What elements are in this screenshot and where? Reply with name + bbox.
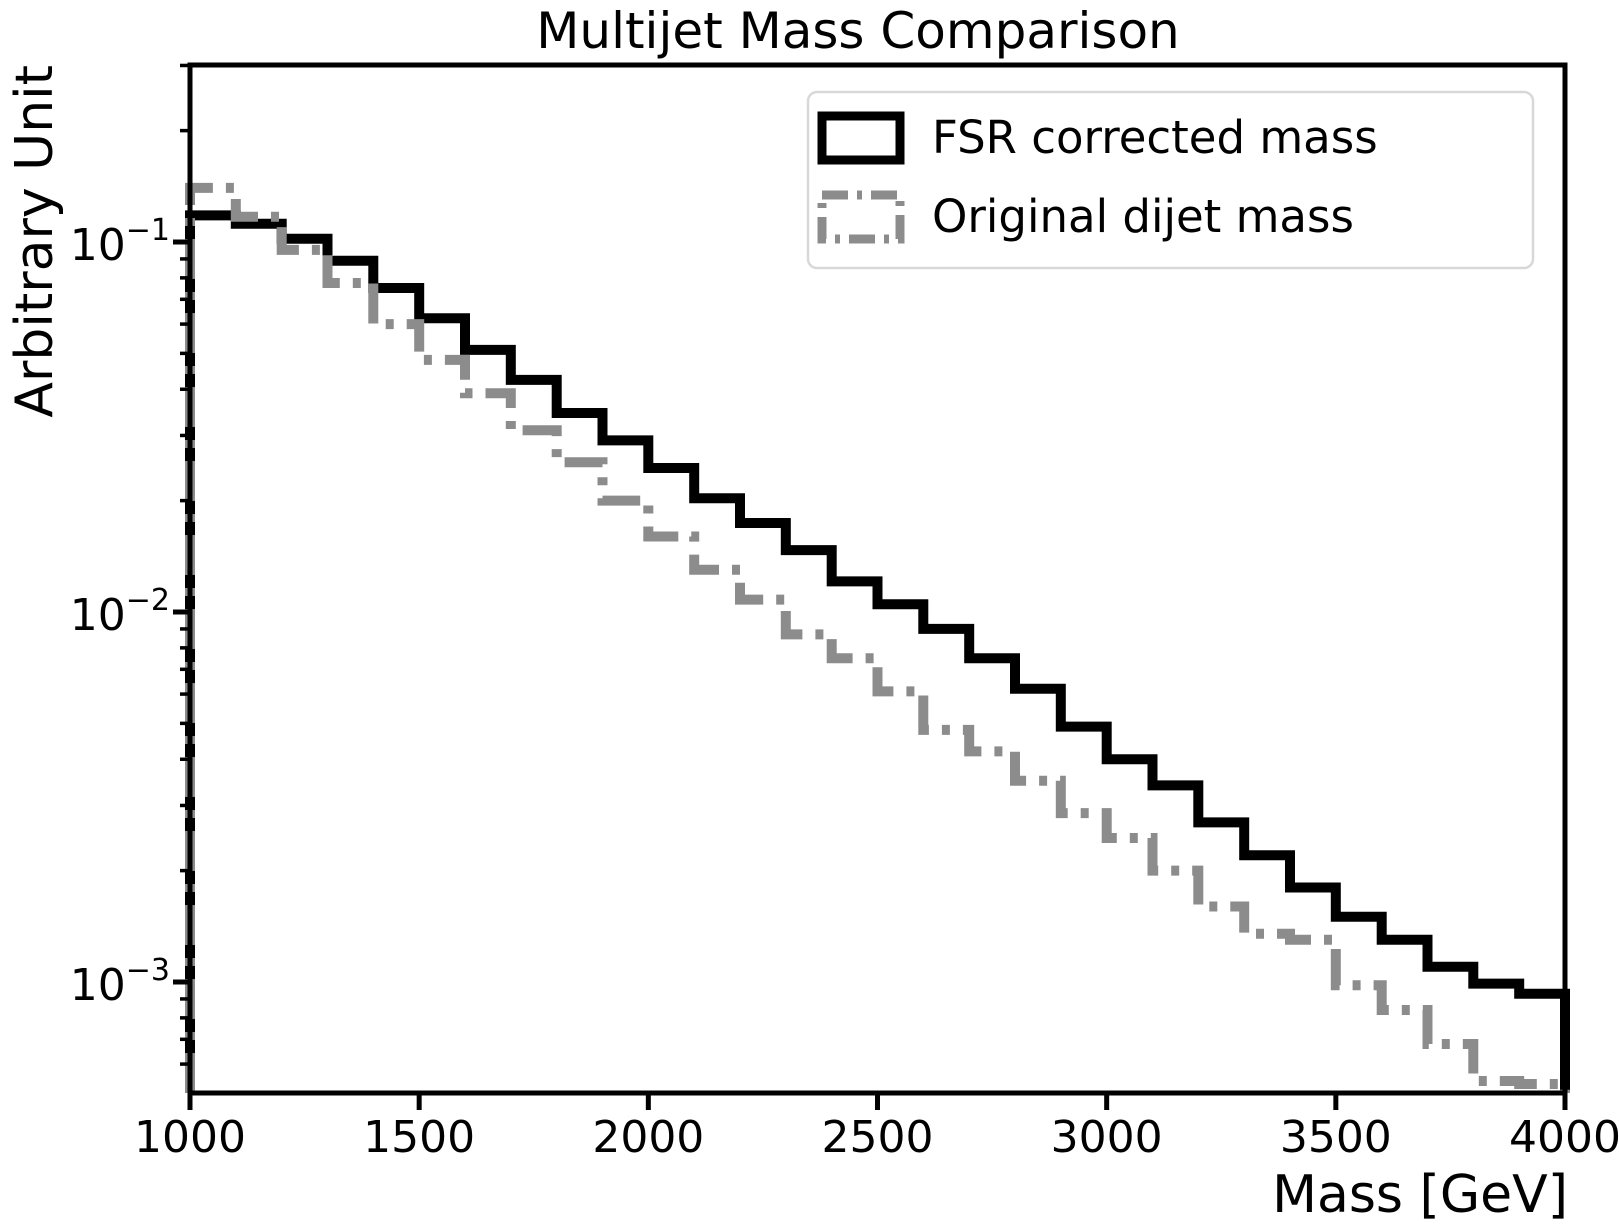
x-tick-label: 4000 bbox=[1509, 1112, 1619, 1163]
dijet-legend-swatch-icon bbox=[817, 190, 905, 244]
y-tick-label: 10−1 bbox=[70, 213, 170, 271]
original-dijet-mass-line bbox=[185, 182, 1570, 1093]
axis-tick-labels: 1000 1500 2000 2500 3000 3500 4000 10−1 10−2 10−3 bbox=[70, 213, 1619, 1163]
legend-item-dijet: Original dijet mass bbox=[817, 190, 1354, 244]
y-axis-label: Arbitrary Unit bbox=[5, 65, 65, 418]
x-tick-label: 3500 bbox=[1280, 1112, 1392, 1163]
y-tick-label: 10−2 bbox=[70, 583, 170, 641]
legend-item-fsr: FSR corrected mass bbox=[817, 111, 1378, 165]
y-tick-label: 10−3 bbox=[70, 953, 170, 1011]
legend-box: FSR corrected mass Original dijet mass bbox=[806, 90, 1535, 270]
x-tick-label: 2000 bbox=[592, 1112, 704, 1163]
x-tick-label: 3000 bbox=[1051, 1112, 1163, 1163]
legend-frame bbox=[806, 90, 1535, 270]
dijet-legend-label: Original dijet mass bbox=[932, 190, 1354, 243]
chart-title: Multijet Mass Comparison bbox=[536, 2, 1180, 60]
fsr-legend-label: FSR corrected mass bbox=[932, 111, 1378, 164]
x-tick-label: 2500 bbox=[822, 1112, 934, 1163]
axis-ticks bbox=[173, 63, 1568, 1110]
fsr-legend-swatch-icon bbox=[817, 111, 905, 165]
x-tick-label: 1000 bbox=[134, 1112, 246, 1163]
fsr-corrected-mass-line bbox=[185, 210, 1570, 1093]
x-axis-label: Mass [GeV] bbox=[1272, 1165, 1568, 1224]
x-tick-label: 1500 bbox=[363, 1112, 475, 1163]
